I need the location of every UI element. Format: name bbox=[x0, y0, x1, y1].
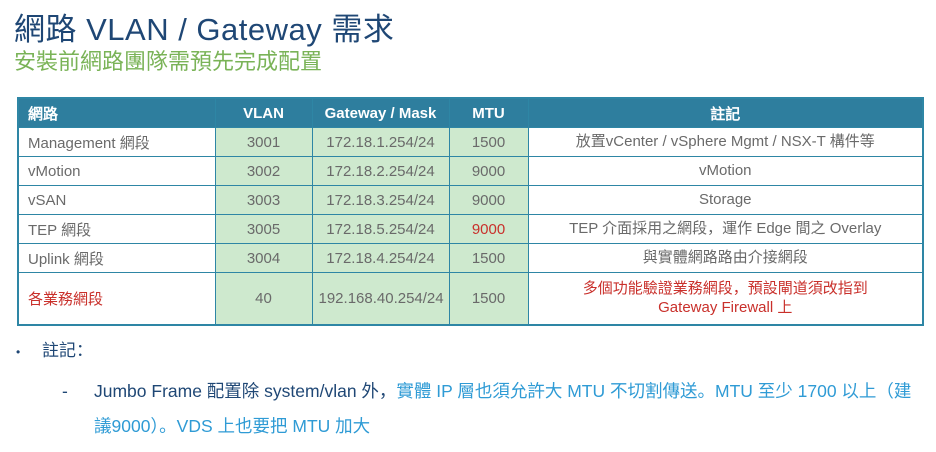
table-row: Management 網段 3001 172.18.1.254/24 1500 放置vC… bbox=[17, 127, 924, 157]
network-name-cell: vMotion bbox=[17, 156, 216, 186]
table-row: 各業務網段 40 192.168.40.254/24 1500 多個功能驗證業務網段，預… bbox=[17, 272, 924, 326]
dash-marker: - bbox=[62, 381, 68, 401]
note-cell: 與實體網路路由介接網段 bbox=[527, 243, 924, 273]
page-subtitle: 安裝前網路團隊需預先完成配置 bbox=[14, 49, 323, 74]
bullet-marker: • bbox=[16, 345, 21, 359]
gateway-cell: 172.18.1.254/24 bbox=[311, 127, 450, 157]
note-cell: vMotion bbox=[527, 156, 924, 186]
table-header-row: 網路 VLAN Gateway / Mask MTU 註記 bbox=[17, 97, 924, 128]
mtu-cell: 1500 bbox=[448, 127, 529, 157]
mtu-cell: 9000 bbox=[448, 214, 529, 244]
gateway-cell: 172.18.2.254/24 bbox=[311, 156, 450, 186]
note-text-light: 實體 IP 層也須允許大 MTU 不切割傳送。MTU 至少 1700 以上（建議… bbox=[94, 381, 912, 436]
network-name-cell: vSAN bbox=[17, 185, 216, 215]
mtu-cell: 1500 bbox=[448, 272, 529, 326]
notes-section: • 註記： - Jumbo Frame 配置除 system/vlan 外，實體… bbox=[16, 336, 924, 444]
mtu-cell: 9000 bbox=[448, 156, 529, 186]
column-header-vlan: VLAN bbox=[214, 97, 313, 128]
vlan-cell: 3001 bbox=[214, 127, 313, 157]
gateway-cell: 172.18.3.254/24 bbox=[311, 185, 450, 215]
vlan-cell: 3002 bbox=[214, 156, 313, 186]
mtu-cell: 9000 bbox=[448, 185, 529, 215]
note-text-dark: Jumbo Frame 配置除 system/vlan 外， bbox=[94, 381, 397, 401]
note-item: - Jumbo Frame 配置除 system/vlan 外，實體 IP 層也… bbox=[62, 374, 924, 444]
notes-heading-row: • 註記： bbox=[16, 336, 924, 361]
network-name-cell: Management 網段 bbox=[17, 127, 216, 157]
table-row: vSAN 3003 172.18.3.254/24 9000 Storage bbox=[17, 185, 924, 215]
table-row: Uplink 網段 3004 172.18.4.254/24 1500 與實體網路路由介… bbox=[17, 243, 924, 273]
note-cell: 多個功能驗證業務網段，預設閘道須改指到 Gateway Firewall 上 bbox=[527, 272, 924, 326]
vlan-cell: 3004 bbox=[214, 243, 313, 273]
gateway-cell: 172.18.4.254/24 bbox=[311, 243, 450, 273]
vlan-table-body: Management 網段 3001 172.18.1.254/24 1500 放置vC… bbox=[17, 127, 924, 326]
network-name-cell: 各業務網段 bbox=[17, 272, 216, 326]
column-header-gateway-mask: Gateway / Mask bbox=[311, 97, 450, 128]
page-title: 網路 VLAN / Gateway 需求 bbox=[14, 12, 395, 47]
note-cell: TEP 介面採用之網段，運作 Edge 間之 Overlay bbox=[527, 214, 924, 244]
mtu-cell: 1500 bbox=[448, 243, 529, 273]
table-row: TEP 網段 3005 172.18.5.254/24 9000 TEP 介面採用之網段… bbox=[17, 214, 924, 244]
note-text: Jumbo Frame 配置除 system/vlan 外，實體 IP 層也須允… bbox=[94, 374, 924, 444]
table-row: vMotion 3002 172.18.2.254/24 9000 vMotion bbox=[17, 156, 924, 186]
vlan-cell: 3005 bbox=[214, 214, 313, 244]
column-header-network: 網路 bbox=[17, 97, 216, 128]
note-cell: Storage bbox=[527, 185, 924, 215]
column-header-mtu: MTU bbox=[448, 97, 529, 128]
note-cell: 放置vCenter / vSphere Mgmt / NSX-T 構件等 bbox=[527, 127, 924, 157]
vlan-cell: 3003 bbox=[214, 185, 313, 215]
vlan-table: 網路 VLAN Gateway / Mask MTU 註記 Management… bbox=[17, 97, 924, 326]
column-header-note: 註記 bbox=[527, 97, 924, 128]
gateway-cell: 192.168.40.254/24 bbox=[311, 272, 450, 326]
notes-heading-label: 註記： bbox=[42, 341, 93, 360]
vlan-cell: 40 bbox=[214, 272, 313, 326]
network-name-cell: Uplink 網段 bbox=[17, 243, 216, 273]
network-name-cell: TEP 網段 bbox=[17, 214, 216, 244]
gateway-cell: 172.18.5.254/24 bbox=[311, 214, 450, 244]
